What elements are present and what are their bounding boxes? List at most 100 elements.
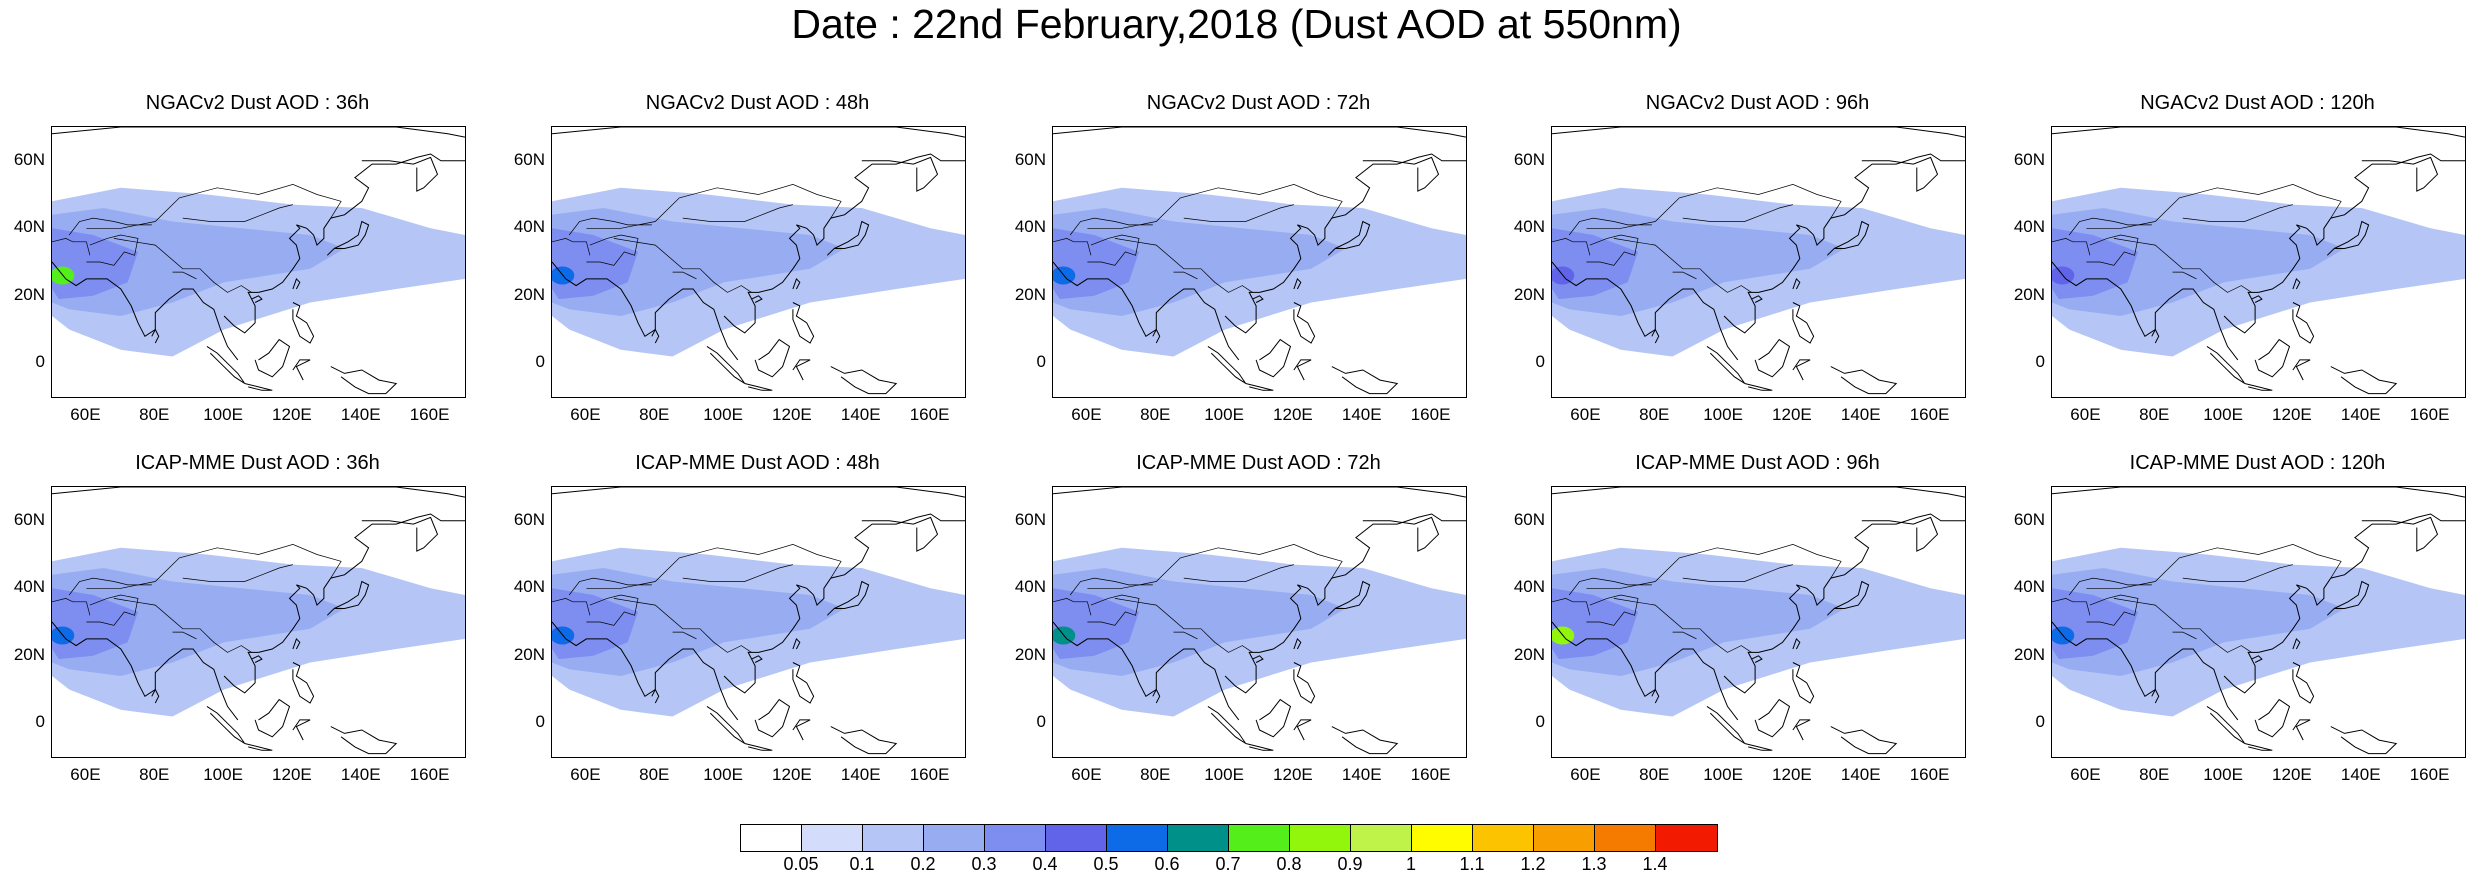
lat-tick-label: 40N: [513, 217, 545, 237]
panel-title: NGACv2 Dust AOD : 72h: [1146, 92, 1371, 114]
dust-band-3: [2052, 588, 2138, 660]
lat-tick-label: 20N: [1513, 644, 1545, 664]
colorbar-swatch: [985, 825, 1046, 851]
coastline: [1053, 127, 1466, 395]
dust-band-2: [552, 568, 845, 676]
colorbar-label: 0.4: [1032, 854, 1058, 874]
lat-tick-label: 60N: [1513, 149, 1545, 169]
colorbar: [740, 824, 1718, 852]
lon-tick-label: 120E: [1772, 765, 1812, 784]
lat-tick-label: 0: [1535, 352, 1545, 372]
colorbar-swatch: [1473, 825, 1534, 851]
dust-band-3: [1053, 588, 1139, 660]
map-panel: [1551, 126, 1966, 398]
panel-title: ICAP-MME Dust AOD : 72h: [1136, 452, 1381, 474]
lon-tick-label: 120E: [2272, 765, 2312, 784]
lon-tick-label: 140E: [840, 405, 881, 424]
map-panel: [551, 126, 966, 398]
dust-band-2: [1552, 568, 1845, 676]
lon-tick-label: 100E: [1204, 405, 1244, 424]
lat-tick-label: 0: [535, 712, 545, 732]
coastline: [1552, 127, 1965, 395]
lon-tick-label: 160E: [909, 765, 950, 784]
colorbar-swatch: [863, 825, 924, 851]
lon-tick-label: 140E: [840, 765, 881, 784]
colorbar-label: 0.6: [1154, 854, 1180, 874]
lon-tick-label: 120E: [772, 765, 812, 784]
lon-tick-label: 140E: [1840, 405, 1881, 424]
lon-tick-label: 160E: [2409, 765, 2450, 784]
map-panel: [1551, 486, 1966, 758]
lon-tick-label: 60E: [2070, 765, 2101, 784]
coastline: [52, 487, 465, 755]
colorbar-swatch: [741, 825, 802, 851]
lon-tick-label: 140E: [340, 765, 381, 784]
lon-tick-label: 160E: [409, 765, 450, 784]
coastline: [1053, 487, 1466, 755]
lat-tick-label: 60N: [513, 149, 545, 169]
colorbar-swatch: [1046, 825, 1107, 851]
lat-tick-label: 60N: [13, 509, 45, 529]
lat-tick-label: 40N: [13, 217, 45, 237]
lon-tick-label: 160E: [1410, 405, 1451, 424]
map-canvas: [1053, 127, 1466, 395]
lon-tick-label: 140E: [1840, 765, 1881, 784]
lat-tick-label: 20N: [13, 284, 45, 304]
lon-tick-label: 80E: [2139, 765, 2170, 784]
lat-tick-label: 60N: [1513, 509, 1545, 529]
lon-tick-label: 100E: [203, 765, 243, 784]
lon-tick-label: 100E: [203, 405, 243, 424]
coastline: [1552, 487, 1965, 755]
panel-title: NGACv2 Dust AOD : 120h: [2140, 92, 2375, 114]
lon-tick-label: 160E: [1410, 765, 1451, 784]
lon-tick-label: 120E: [1273, 405, 1313, 424]
lat-tick-label: 40N: [2013, 577, 2045, 597]
colorbar-swatch: [1107, 825, 1168, 851]
colorbar-swatch: [802, 825, 863, 851]
lat-tick-label: 20N: [2013, 284, 2045, 304]
lat-tick-label: 40N: [1513, 577, 1545, 597]
lon-tick-label: 160E: [1909, 765, 1950, 784]
colorbar-swatch: [1229, 825, 1290, 851]
lon-tick-label: 60E: [70, 405, 101, 424]
map-canvas: [52, 127, 465, 395]
map-canvas: [52, 487, 465, 755]
lon-tick-label: 60E: [1071, 765, 1102, 784]
colorbar-swatch: [1534, 825, 1595, 851]
lat-tick-label: 60N: [2013, 149, 2045, 169]
panel-title: ICAP-MME Dust AOD : 96h: [1635, 452, 1880, 474]
panel-title: NGACv2 Dust AOD : 36h: [145, 92, 370, 114]
lon-tick-label: 160E: [409, 405, 450, 424]
colorbar-label: 0.2: [910, 854, 936, 874]
colorbar-label: 0.1: [849, 854, 875, 874]
map-panel: [551, 486, 966, 758]
lon-tick-label: 100E: [703, 405, 743, 424]
dust-band-2: [52, 568, 345, 676]
lon-tick-label: 120E: [272, 405, 312, 424]
lat-tick-label: 60N: [1014, 149, 1046, 169]
map-panel: [2051, 126, 2466, 398]
map-panel: [2051, 486, 2466, 758]
lon-tick-label: 120E: [1772, 405, 1812, 424]
map-panel: [1052, 126, 1467, 398]
lon-tick-label: 60E: [570, 765, 601, 784]
colorbar-label: 0.7: [1215, 854, 1241, 874]
lat-tick-label: 0: [35, 352, 45, 372]
lat-tick-label: 20N: [513, 644, 545, 664]
dust-band-3: [52, 228, 138, 300]
colorbar-swatch: [1351, 825, 1412, 851]
map-panel: [1052, 486, 1467, 758]
coastline: [552, 127, 965, 395]
coastline: [552, 487, 965, 755]
lat-tick-label: 60N: [13, 149, 45, 169]
dust-band-3: [1053, 228, 1139, 300]
lon-tick-label: 80E: [139, 765, 170, 784]
lon-tick-label: 140E: [2340, 405, 2381, 424]
dust-band-3: [52, 588, 138, 660]
colorbar-swatch: [924, 825, 985, 851]
lat-tick-label: 40N: [1014, 217, 1046, 237]
map-panel: [51, 126, 466, 398]
lat-tick-label: 0: [1036, 712, 1046, 732]
lon-tick-label: 100E: [703, 765, 743, 784]
lon-tick-label: 60E: [70, 765, 101, 784]
